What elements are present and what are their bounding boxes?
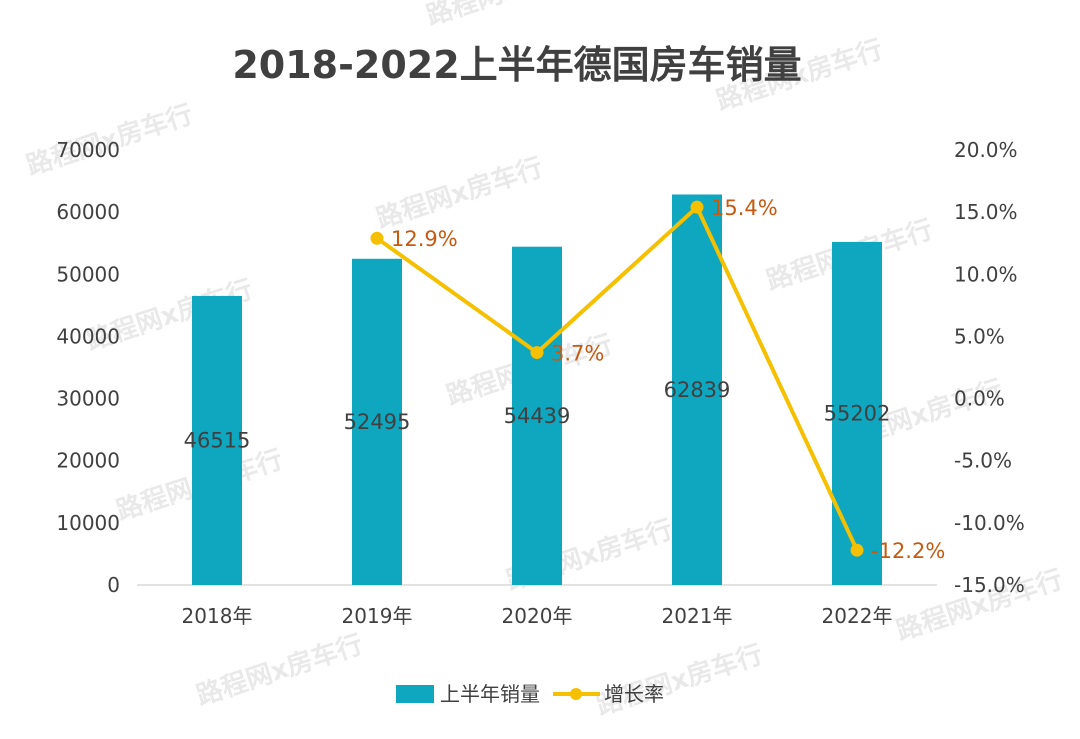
right-tick-label: -15.0%	[954, 573, 1025, 597]
right-tick-label: 0.0%	[954, 387, 1005, 411]
legend: 上半年销量 增长率	[396, 682, 664, 706]
left-tick-label: 40000	[56, 324, 120, 348]
left-tick-label: 70000	[56, 138, 120, 162]
bar	[832, 241, 882, 586]
watermark-text: 路程网x房车行	[373, 152, 547, 235]
watermark-text: 路程网x房车行	[423, 0, 597, 32]
legend-bar-swatch	[396, 685, 434, 703]
bar-value-label: 55202	[824, 401, 891, 425]
growth-point	[690, 200, 704, 214]
left-tick-label: 60000	[56, 200, 120, 224]
growth-value-label: 12.9%	[391, 227, 458, 251]
bar	[672, 194, 722, 586]
x-axis-categories: 2018年 2019年 2020年 2021年 2022年	[182, 604, 893, 628]
left-tick-label: 10000	[56, 511, 120, 535]
growth-value-label: 3.7%	[551, 342, 604, 366]
x-tick-label: 2019年	[342, 604, 413, 628]
x-tick-label: 2021年	[662, 604, 733, 628]
bar-value-label: 46515	[184, 428, 251, 452]
left-tick-label: 30000	[56, 387, 120, 411]
left-y-axis: 0 10000 20000 30000 40000 50000 60000 70000	[56, 138, 120, 597]
watermark-text: 路程网x房车行	[593, 639, 767, 722]
growth-value-label: 15.4%	[711, 196, 778, 220]
x-tick-label: 2020年	[502, 604, 573, 628]
bar-value-label: 52495	[344, 410, 411, 434]
bar	[192, 295, 242, 585]
growth-point	[530, 346, 544, 360]
right-y-axis: -15.0% -10.0% -5.0% 0.0% 5.0% 10.0% 15.0% 20.0%	[954, 138, 1025, 597]
legend-bar-label: 上半年销量	[440, 682, 540, 706]
legend-line-marker	[570, 688, 582, 700]
right-tick-label: 15.0%	[954, 200, 1018, 224]
legend-line-label: 增长率	[604, 682, 664, 706]
right-tick-label: 10.0%	[954, 262, 1018, 286]
bar-value-label: 54439	[504, 404, 571, 428]
bar-data-labels: 46515 52495 54439 62839 55202	[184, 378, 891, 453]
bar	[512, 246, 562, 585]
right-tick-label: 5.0%	[954, 324, 1005, 348]
bar-value-label: 62839	[664, 378, 731, 402]
right-tick-label: -5.0%	[954, 449, 1012, 473]
right-tick-label: 20.0%	[954, 138, 1018, 162]
growth-value-label: -12.2%	[871, 539, 945, 563]
bar	[352, 258, 402, 585]
line-series: 12.9% 3.7% 15.4% -12.2%	[370, 196, 945, 563]
growth-point	[850, 543, 864, 557]
growth-line	[375, 205, 859, 552]
bar-series	[192, 194, 882, 586]
growth-point	[370, 231, 384, 245]
x-tick-label: 2022年	[822, 604, 893, 628]
right-tick-label: -10.0%	[954, 511, 1025, 535]
left-tick-label: 0	[107, 573, 120, 597]
left-tick-label: 50000	[56, 262, 120, 286]
watermark-text: 路程网x房车行	[193, 629, 367, 712]
x-tick-label: 2018年	[182, 604, 253, 628]
left-tick-label: 20000	[56, 449, 120, 473]
chart-title: 2018-2022上半年德国房车销量	[232, 43, 801, 87]
